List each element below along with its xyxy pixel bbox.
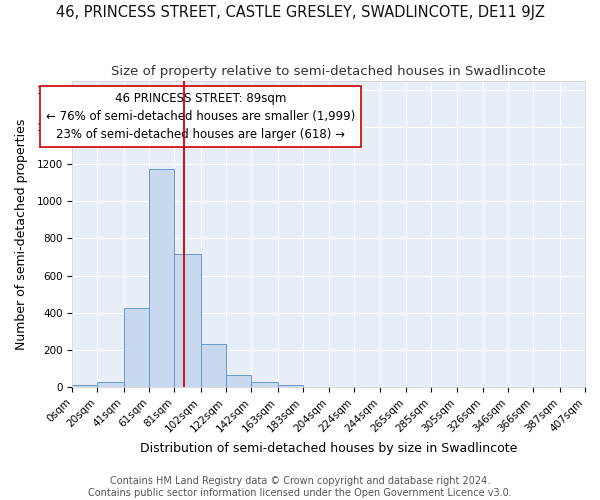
- Bar: [73, 385, 97, 387]
- Bar: [226, 375, 251, 387]
- Bar: [97, 382, 124, 387]
- Text: Contains HM Land Registry data © Crown copyright and database right 2024.
Contai: Contains HM Land Registry data © Crown c…: [88, 476, 512, 498]
- Y-axis label: Number of semi-detached properties: Number of semi-detached properties: [15, 118, 28, 350]
- Bar: [201, 344, 226, 387]
- Bar: [124, 308, 149, 387]
- Text: 46 PRINCESS STREET: 89sqm
← 76% of semi-detached houses are smaller (1,999)
23% : 46 PRINCESS STREET: 89sqm ← 76% of semi-…: [46, 92, 355, 140]
- Title: Size of property relative to semi-detached houses in Swadlincote: Size of property relative to semi-detach…: [111, 65, 546, 78]
- Bar: [251, 382, 278, 387]
- X-axis label: Distribution of semi-detached houses by size in Swadlincote: Distribution of semi-detached houses by …: [140, 442, 517, 455]
- Text: 46, PRINCESS STREET, CASTLE GRESLEY, SWADLINCOTE, DE11 9JZ: 46, PRINCESS STREET, CASTLE GRESLEY, SWA…: [56, 5, 545, 20]
- Bar: [149, 169, 175, 387]
- Bar: [278, 385, 303, 387]
- Bar: [175, 254, 201, 387]
